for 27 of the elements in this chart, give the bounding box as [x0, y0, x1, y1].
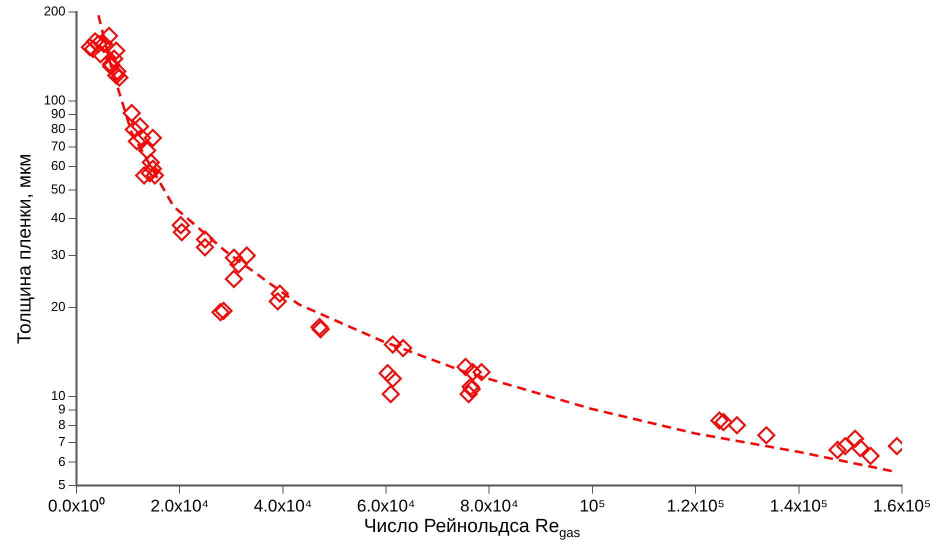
y-tick-label: 7 — [58, 434, 66, 449]
y-tick-label: 90 — [51, 106, 66, 122]
y-tick-label: 80 — [51, 121, 66, 136]
y-tick-label: 9 — [58, 402, 66, 417]
y-tick-label: 5 — [58, 477, 66, 492]
x-tick-label: 10⁵ — [579, 496, 606, 516]
y-tick-label: 60 — [51, 158, 66, 174]
y-tick-label: 10 — [51, 388, 66, 404]
x-tick-label: 0.0x10⁰ — [48, 496, 106, 516]
y-tick-label: 30 — [51, 247, 66, 262]
x-tick-label: 1.2x10⁵ — [666, 496, 725, 516]
y-tick-label: 20 — [51, 299, 66, 314]
y-tick-label: 50 — [51, 182, 66, 197]
y-tick-label: 200 — [44, 4, 66, 19]
x-tick-label: 2.0x10⁴ — [150, 496, 209, 516]
x-axis-title: Число Рейнольдса Re$_{gas}$ — [362, 516, 582, 540]
y-axis-title: Толщина пленки, мкм — [14, 154, 36, 344]
x-tick-label: 6.0x10⁴ — [356, 496, 416, 516]
x-tick-label: 8.0x10⁴ — [460, 496, 518, 516]
y-tick-label: 8 — [58, 416, 66, 432]
y-tick-label: 70 — [51, 138, 66, 154]
y-tick-label: 100 — [44, 92, 66, 108]
x-tick-label: 1.6x10⁵ — [872, 496, 932, 516]
x-tick-label: 4.0x10⁴ — [254, 496, 312, 516]
y-tick-label: 6 — [58, 454, 66, 469]
x-tick-label: 1.4x10⁵ — [770, 496, 828, 516]
y-tick-label: 40 — [51, 210, 66, 226]
